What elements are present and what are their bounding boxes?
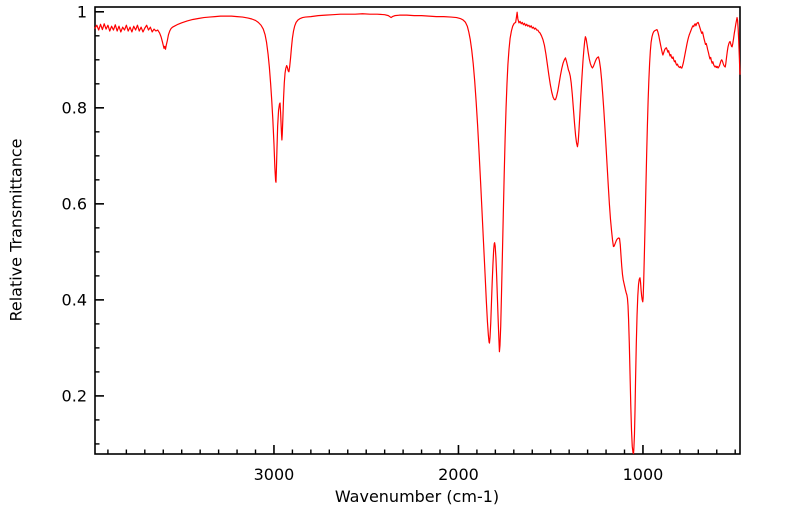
y-tick-label: 0.2 [62,386,87,405]
y-tick-label: 0.6 [62,194,87,213]
spectrum-curve [94,11,741,455]
y-tick-label: 0.4 [62,290,87,309]
x-tick-label: 2000 [438,465,479,484]
x-tick-label: 1000 [623,465,664,484]
y-axis-title: Relative Transmittance [6,138,26,322]
plot-border [94,6,741,455]
x-tick-label: 3000 [254,465,295,484]
x-axis-title: Wavenumber (cm-1) [334,487,500,506]
y-tick-label: 0.8 [62,98,87,117]
y-tick-label: 1 [77,2,87,21]
